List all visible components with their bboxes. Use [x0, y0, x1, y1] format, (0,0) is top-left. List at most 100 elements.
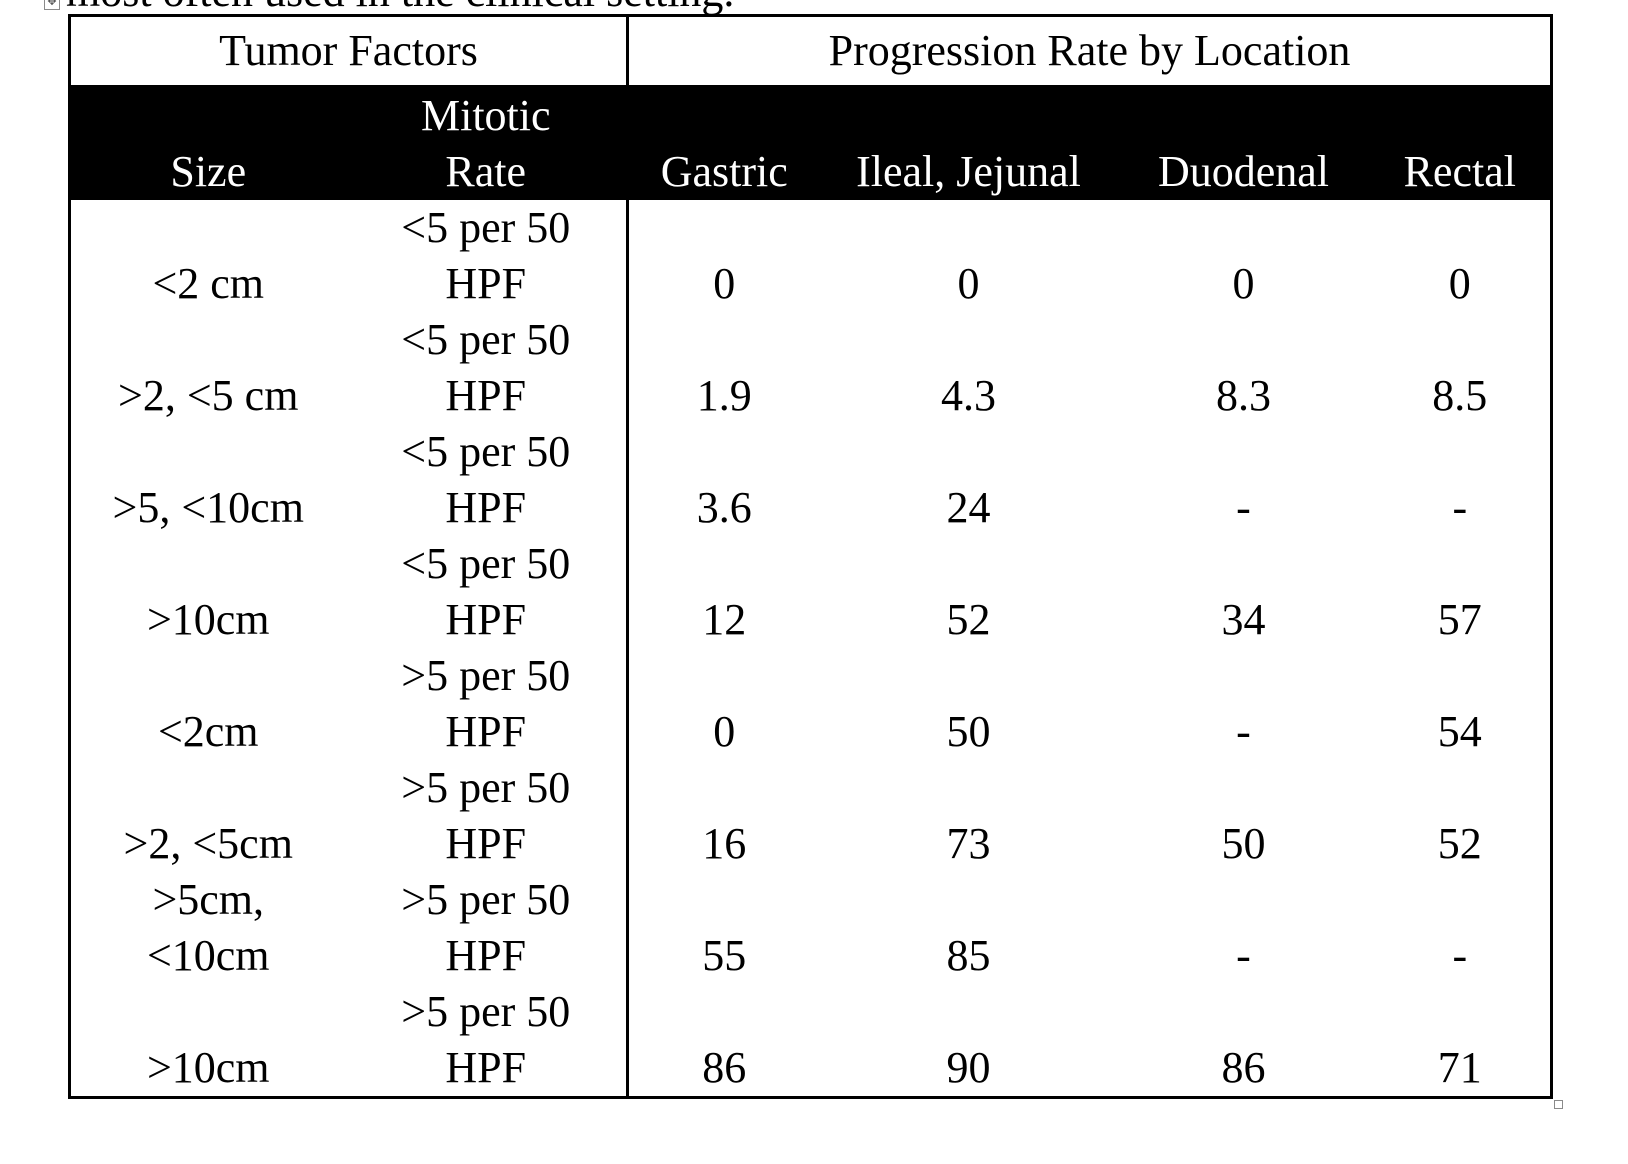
ileal-jejunal-cell: 85	[946, 931, 991, 980]
size-line2: >10cm	[146, 595, 270, 644]
ileal-jejunal-cell: 4.3	[941, 371, 996, 420]
mitotic-rate-cell: <5 per 50 HPF	[345, 312, 629, 424]
tumor-factors-header: Tumor Factors	[69, 15, 629, 88]
rectal-cell: 8.5	[1432, 371, 1488, 420]
size-line2: >10cm	[146, 1043, 270, 1092]
gastric-cell: 0	[713, 259, 736, 308]
size-line2: <2cm	[157, 707, 259, 756]
table-row: >2, <5cm >5 per 50 HPF 16 73 50 52	[70, 760, 1552, 872]
table-row: >2, <5 cm <5 per 50 HPF 1.9 4.3 8.3 8.5	[70, 312, 1552, 424]
gist-progression-table: Tumor Factors Progression Rate by Locati…	[68, 14, 1554, 1099]
gastric-cell: 55	[702, 931, 747, 980]
mitotic-line1: >5 per 50	[401, 763, 571, 812]
size-cell: >2, <5 cm	[70, 312, 346, 424]
size-cell: >2, <5cm	[70, 760, 346, 872]
column-header-row: Size Mitotic Rate Gastric Ileal, Jejunal…	[69, 86, 1552, 200]
size-line2: <10cm	[146, 931, 270, 980]
ileal-jejunal-cell: 73	[946, 819, 991, 868]
mitotic-line2: HPF	[445, 1043, 527, 1092]
size-line1	[71, 984, 346, 1040]
ileal-jejunal-cell: 90	[946, 1043, 991, 1092]
gastric-header: Gastric	[627, 86, 820, 200]
mitotic-header-line1: Mitotic	[420, 91, 551, 140]
table-body: <2 cm <5 per 50 HPF 0 0 0 0 >2, <5 cm <5 per 50…	[70, 200, 1552, 1098]
progression-rate-header: Progression Rate by Location	[627, 15, 1552, 88]
duodenal-header: Duodenal	[1117, 86, 1370, 200]
table-row: <2 cm <5 per 50 HPF 0 0 0 0	[70, 200, 1552, 312]
rectal-cell: 52	[1437, 819, 1482, 868]
mitotic-line1: <5 per 50	[401, 427, 571, 476]
rectal-cell: -	[1452, 483, 1468, 532]
size-line1	[71, 536, 346, 592]
table-move-handle-icon[interactable]: ✥	[44, 0, 60, 10]
mitotic-line2: HPF	[445, 819, 527, 868]
size-line2: >2, <5cm	[123, 819, 293, 868]
size-line1	[71, 312, 346, 368]
size-cell: <2 cm	[70, 200, 346, 312]
rectal-cell: -	[1452, 931, 1468, 980]
duodenal-cell: -	[1236, 707, 1251, 756]
size-line1	[71, 424, 346, 480]
ileal-jejunal-header: Ileal, Jejunal	[819, 86, 1118, 200]
size-line2: >2, <5 cm	[118, 371, 299, 420]
size-line2: >5, <10cm	[112, 483, 304, 532]
duodenal-cell: 8.3	[1216, 371, 1271, 420]
size-line2: <2 cm	[152, 259, 265, 308]
mitotic-rate-cell: <5 per 50 HPF	[345, 424, 629, 536]
ileal-jejunal-cell: 52	[946, 595, 991, 644]
mitotic-line1: <5 per 50	[401, 203, 571, 252]
size-line1	[71, 760, 346, 816]
duodenal-cell: 0	[1232, 259, 1255, 308]
ileal-jejunal-cell: 50	[946, 707, 991, 756]
gastric-cell: 16	[702, 819, 747, 868]
mitotic-rate-cell: >5 per 50 HPF	[345, 872, 629, 984]
mitotic-rate-cell: >5 per 50 HPF	[345, 760, 629, 872]
ileal-jejunal-cell: 24	[946, 483, 991, 532]
size-cell: >10cm	[70, 536, 346, 648]
mitotic-rate-header: Mitotic Rate	[345, 86, 629, 200]
gastric-cell: 1.9	[696, 371, 752, 420]
gastric-cell: 0	[713, 707, 736, 756]
mitotic-rate-cell: >5 per 50 HPF	[345, 648, 629, 760]
table-row: >10cm >5 per 50 HPF 86 90 86 71	[70, 984, 1552, 1098]
table-row: >5cm, <10cm >5 per 50 HPF 55 85 - -	[70, 872, 1552, 984]
mitotic-header-line2: Rate	[445, 147, 527, 196]
mitotic-line1: >5 per 50	[401, 651, 571, 700]
mitotic-line2: HPF	[445, 707, 527, 756]
table-row: >5, <10cm <5 per 50 HPF 3.6 24 - -	[70, 424, 1552, 536]
duodenal-cell: -	[1236, 483, 1251, 532]
duodenal-cell: -	[1236, 931, 1251, 980]
mitotic-line1: >5 per 50	[401, 875, 571, 924]
size-line1: >5cm,	[152, 875, 265, 924]
table-caption: most often used in the clinical setting.	[66, 0, 734, 17]
size-cell: >5cm, <10cm	[70, 872, 346, 984]
gastric-cell: 12	[702, 595, 747, 644]
mitotic-rate-cell: >5 per 50 HPF	[345, 984, 629, 1098]
mitotic-line1: <5 per 50	[401, 539, 571, 588]
mitotic-line2: HPF	[445, 483, 527, 532]
mitotic-line2: HPF	[445, 259, 527, 308]
group-header-row: Tumor Factors Progression Rate by Locati…	[69, 15, 1552, 88]
mitotic-rate-cell: <5 per 50 HPF	[345, 536, 629, 648]
ileal-jejunal-cell: 0	[957, 259, 980, 308]
size-cell: >5, <10cm	[70, 424, 346, 536]
duodenal-cell: 34	[1221, 595, 1266, 644]
duodenal-cell: 50	[1221, 819, 1266, 868]
rectal-cell: 0	[1448, 259, 1471, 308]
size-line1	[71, 200, 346, 256]
table-resize-handle[interactable]	[1554, 1100, 1563, 1109]
duodenal-cell: 86	[1221, 1043, 1266, 1092]
mitotic-line1: >5 per 50	[401, 987, 571, 1036]
gastric-cell: 3.6	[696, 483, 752, 532]
mitotic-line2: HPF	[445, 371, 527, 420]
mitotic-rate-cell: <5 per 50 HPF	[345, 200, 629, 312]
table-row: >10cm <5 per 50 HPF 12 52 34 57	[70, 536, 1552, 648]
gastric-cell: 86	[702, 1043, 747, 1092]
mitotic-line1: <5 per 50	[401, 315, 571, 364]
size-header: Size	[69, 86, 346, 200]
mitotic-line2: HPF	[445, 595, 527, 644]
rectal-cell: 54	[1437, 707, 1482, 756]
size-line1	[71, 648, 346, 704]
mitotic-line2: HPF	[445, 931, 527, 980]
rectal-cell: 71	[1437, 1043, 1482, 1092]
